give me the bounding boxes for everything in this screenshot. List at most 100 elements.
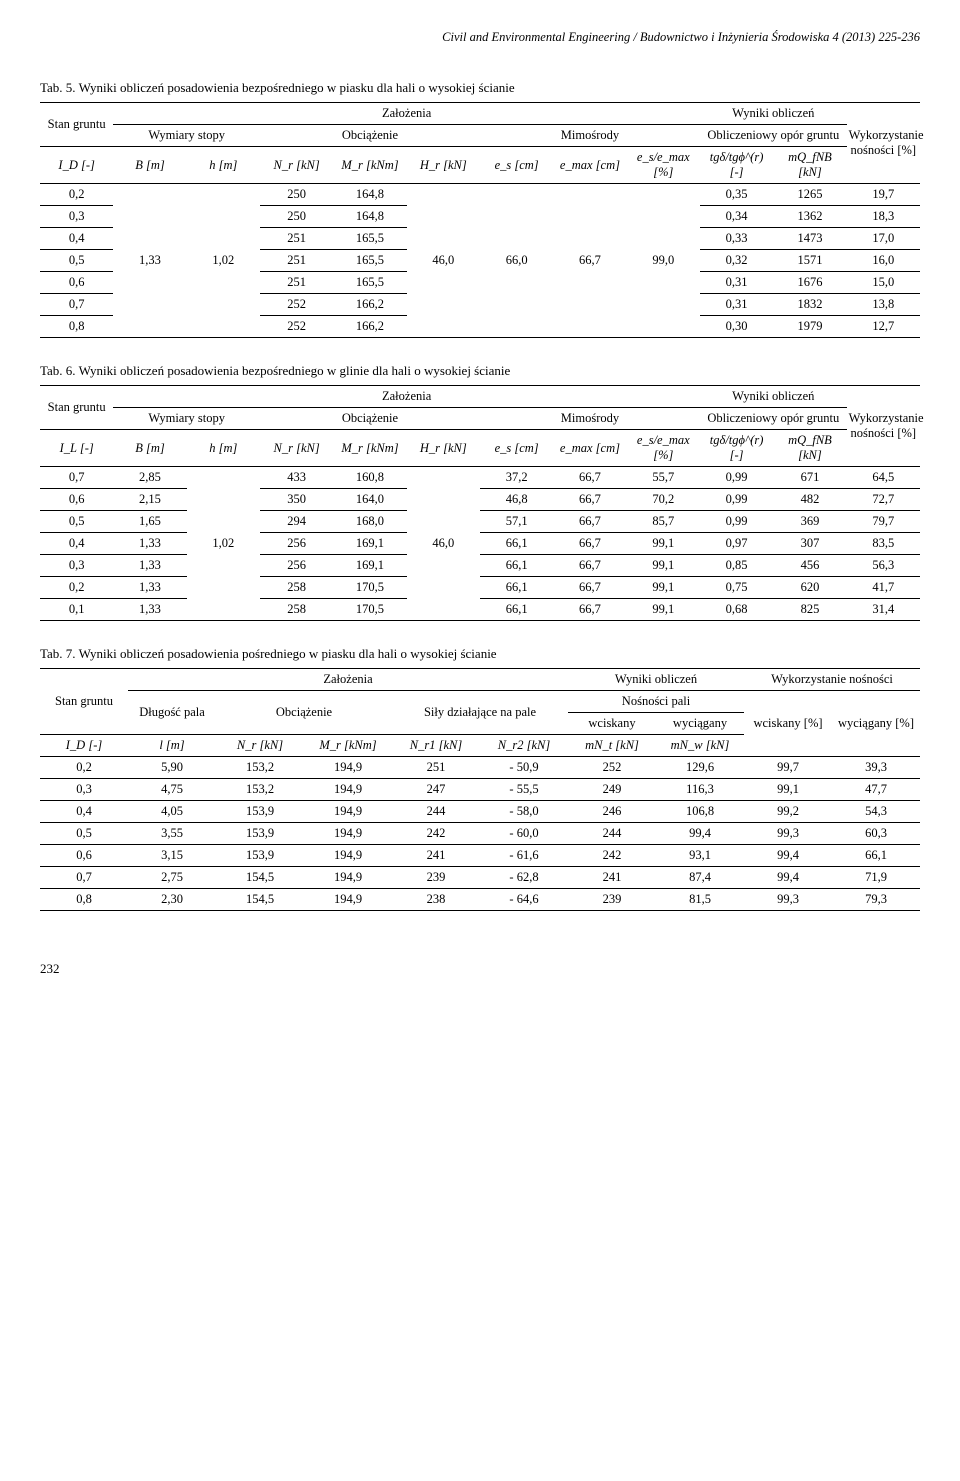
table-cell: 194,9 — [304, 845, 392, 867]
table-cell: 0,99 — [700, 489, 773, 511]
table-cell: 1,33 — [113, 599, 186, 621]
table-cell: 164,8 — [333, 184, 406, 206]
table-cell — [627, 184, 700, 206]
table-cell: 1,02 — [187, 250, 260, 272]
t5-h-mim: Mimośrody — [561, 128, 619, 142]
table-cell: 1,33 — [113, 533, 186, 555]
table-cell: 1,65 — [113, 511, 186, 533]
t6-h-opor: Obliczeniowy opór gruntu — [707, 411, 839, 425]
table-cell: 246 — [568, 801, 656, 823]
table-cell: 47,7 — [832, 779, 920, 801]
table-cell: 251 — [260, 228, 333, 250]
table-cell: 54,3 — [832, 801, 920, 823]
table-cell: 3,15 — [128, 845, 216, 867]
table-cell: 160,8 — [333, 467, 406, 489]
t6-h-obc: Obciążenie — [342, 411, 398, 425]
table-cell: 252 — [568, 757, 656, 779]
table-cell: 79,7 — [847, 511, 920, 533]
t5-h-wymiary: Wymiary stopy — [148, 128, 225, 142]
table-cell: 12,7 — [847, 316, 920, 338]
table-cell: 1676 — [773, 272, 846, 294]
table-cell: 16,0 — [847, 250, 920, 272]
table-cell: 165,5 — [333, 250, 406, 272]
table-cell: 46,0 — [407, 250, 480, 272]
table-cell: 5,90 — [128, 757, 216, 779]
table-cell: 66,7 — [553, 489, 626, 511]
table-cell: 194,9 — [304, 867, 392, 889]
t5-c8: e_s/e_max [%] — [637, 150, 690, 179]
table-cell: 99,3 — [744, 823, 832, 845]
table-cell: 239 — [568, 889, 656, 911]
t5-h-opor: Obliczeniowy opór gruntu — [707, 128, 839, 142]
table-cell — [113, 228, 186, 250]
table-cell: 256 — [260, 533, 333, 555]
table-cell: 81,5 — [656, 889, 744, 911]
table-cell — [407, 294, 480, 316]
table-cell: 433 — [260, 467, 333, 489]
table-cell — [187, 272, 260, 294]
table-cell — [480, 184, 553, 206]
table-cell: 93,1 — [656, 845, 744, 867]
table-cell: 164,0 — [333, 489, 406, 511]
table-cell — [627, 294, 700, 316]
table-cell: 99,4 — [744, 845, 832, 867]
table-cell: 2,75 — [128, 867, 216, 889]
table-cell — [407, 511, 480, 533]
table-cell — [407, 555, 480, 577]
table-cell — [553, 228, 626, 250]
table-cell: - 61,6 — [480, 845, 568, 867]
table-cell: 166,2 — [333, 316, 406, 338]
t6-h-stan: Stan gruntu — [48, 400, 106, 414]
table-cell: 0,99 — [700, 467, 773, 489]
table-cell — [187, 228, 260, 250]
table-cell: 252 — [260, 294, 333, 316]
table-cell: 244 — [568, 823, 656, 845]
t6-c3: N_r [kN] — [274, 441, 320, 455]
table-cell: 1979 — [773, 316, 846, 338]
table-cell: 60,3 — [832, 823, 920, 845]
table-cell: 71,9 — [832, 867, 920, 889]
table-cell — [187, 206, 260, 228]
table-cell: 194,9 — [304, 757, 392, 779]
table-cell: 0,5 — [40, 511, 113, 533]
table-cell: 0,30 — [700, 316, 773, 338]
table-cell: 70,2 — [627, 489, 700, 511]
table-cell: 239 — [392, 867, 480, 889]
table-cell: 0,8 — [40, 316, 113, 338]
table-cell: 37,2 — [480, 467, 553, 489]
table-cell: 0,31 — [700, 272, 773, 294]
t5-c10: mQ_fNB [kN] — [788, 150, 832, 179]
table-cell: 0,1 — [40, 599, 113, 621]
table-cell: 0,8 — [40, 889, 128, 911]
table-cell: 99,7 — [744, 757, 832, 779]
table-cell: 671 — [773, 467, 846, 489]
table-cell — [553, 272, 626, 294]
table-cell: 66,7 — [553, 533, 626, 555]
table-cell: 250 — [260, 184, 333, 206]
table-cell: 194,9 — [304, 801, 392, 823]
table-cell: 1473 — [773, 228, 846, 250]
table-cell: 307 — [773, 533, 846, 555]
table-cell — [187, 599, 260, 621]
table-cell: 0,6 — [40, 845, 128, 867]
table-cell — [113, 294, 186, 316]
table-cell: 17,0 — [847, 228, 920, 250]
table-cell — [627, 228, 700, 250]
table-cell: 0,3 — [40, 779, 128, 801]
table-cell: 116,3 — [656, 779, 744, 801]
table-cell: 0,85 — [700, 555, 773, 577]
t6-c9: tgδ/tgϕ^(r) [-] — [710, 433, 764, 462]
table-cell: 66,1 — [832, 845, 920, 867]
table-cell: 247 — [392, 779, 480, 801]
table-cell: 0,6 — [40, 489, 113, 511]
t7-h-wyniki: Wyniki obliczeń — [615, 672, 697, 686]
table-cell — [480, 228, 553, 250]
table-cell: 83,5 — [847, 533, 920, 555]
table-cell: 153,9 — [216, 845, 304, 867]
t7-h-wykorz: Wykorzystanie nośności — [771, 672, 893, 686]
table6: Stan gruntu Założenia Wyniki obliczeń Wy… — [40, 385, 920, 621]
table-cell — [480, 316, 553, 338]
table-cell: 99,0 — [627, 250, 700, 272]
table-cell: 238 — [392, 889, 480, 911]
table-cell: 1265 — [773, 184, 846, 206]
